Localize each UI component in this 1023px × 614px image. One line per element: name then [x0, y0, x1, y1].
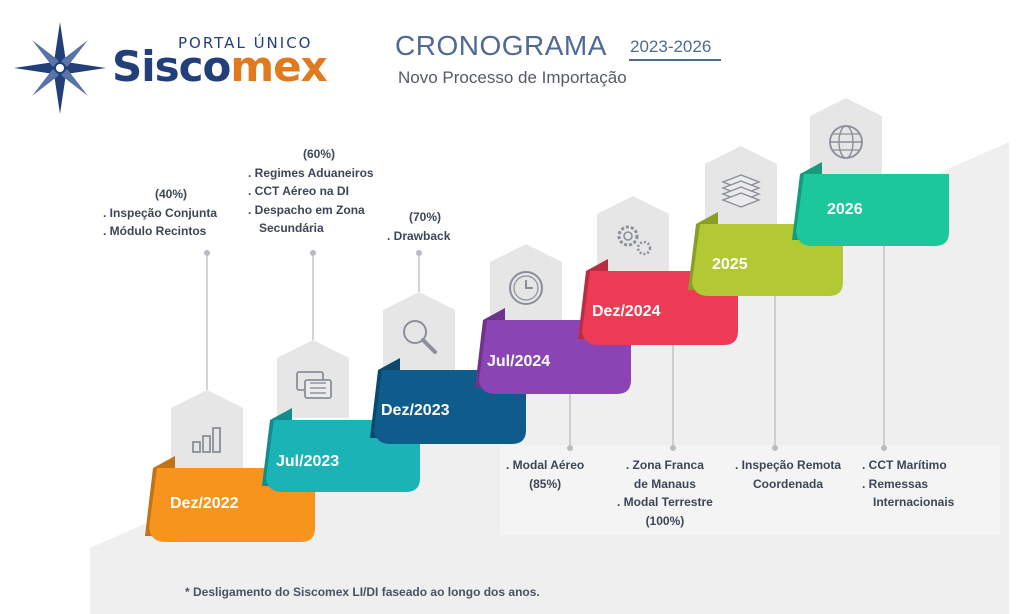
clock-icon — [509, 271, 543, 305]
note-2023b: (70%) . Drawback — [387, 208, 450, 245]
note-2026-line-1: . CCT Marítimo — [862, 458, 947, 472]
note-2022-line-2: . Módulo Recintos — [103, 224, 207, 238]
note-2026: . CCT Marítimo . Remessas Internacionais — [862, 456, 954, 512]
note-2025-line-1: . Inspeção Remota — [735, 458, 842, 472]
step-label-jul-2024: Jul/2024 — [487, 353, 551, 370]
note-2023b-pct: (70%) — [409, 210, 442, 224]
step-label-2025: 2025 — [712, 256, 748, 273]
globe-icon — [829, 125, 863, 159]
note-2024a-line-2: (85%) — [529, 476, 562, 491]
note-2026-line-2: . Remessas — [862, 476, 929, 491]
bar-chart-icon — [192, 427, 221, 453]
page-subtitle: Novo Processo de Importação — [398, 68, 627, 87]
note-2022-line-1: . Inspeção Conjunta — [103, 205, 218, 220]
gears-icon — [617, 225, 652, 256]
connector-dot-6 — [881, 445, 887, 451]
logo-word-part-a: Sisco — [112, 42, 231, 91]
compass-star-icon — [14, 22, 106, 114]
title-years-underline — [629, 59, 721, 61]
note-2023a: (60%) . Regimes Aduaneiros . CCT Aéreo n… — [248, 145, 374, 238]
logo-portal-text: PORTAL ÚNICO — [178, 34, 313, 52]
hex-tile-4 — [597, 196, 669, 274]
step-label-jul-2023: Jul/2023 — [276, 453, 340, 470]
magnifier-icon — [403, 320, 437, 354]
logo-wordmark: Siscomex — [112, 42, 328, 91]
footnote: * Desligamento do Siscomex LI/DI faseado… — [185, 585, 540, 599]
note-2023a-line-4: Secundária — [259, 221, 324, 235]
hex-tile-6 — [810, 98, 882, 176]
step-body-6 — [796, 174, 949, 246]
step-label-dez-2023: Dez/2023 — [381, 402, 450, 419]
note-2026-line-3: Internacionais — [873, 495, 955, 509]
connector-dot-3 — [567, 445, 573, 451]
note-2023b-line-1: . Drawback — [387, 228, 451, 243]
note-2023a-pct: (60%) — [303, 147, 336, 161]
note-2025: . Inspeção Remota Coordenada — [735, 456, 841, 493]
note-2024b-line-3: . Modal Terrestre — [617, 495, 713, 509]
connector-dot-2 — [416, 250, 422, 256]
step-label-dez-2024: Dez/2024 — [592, 303, 661, 320]
hex-tile-2 — [383, 292, 455, 370]
layers-icon — [721, 174, 761, 208]
hex-tile-1 — [277, 340, 349, 418]
logo-word-part-b: mex — [230, 42, 327, 91]
note-2023a-line-2: . CCT Aéreo na DI — [248, 184, 349, 198]
connector-dot-0 — [204, 250, 210, 256]
note-2023a-line-3: . Despacho em Zona — [248, 202, 365, 217]
note-2024b-line-2: de Manaus — [633, 476, 696, 491]
note-2025-line-2: Coordenada — [753, 476, 824, 491]
step-label-dez-2022: Dez/2022 — [170, 495, 239, 512]
timeline-step-6 — [792, 98, 949, 246]
note-2023a-line-1: . Regimes Aduaneiros — [248, 165, 374, 180]
page-title: CRONOGRAMA — [395, 30, 607, 61]
note-2022: (40%) . Inspeção Conjunta . Módulo Recin… — [103, 185, 217, 241]
chat-bubbles-icon — [296, 371, 332, 399]
note-2024b: . Zona Franca de Manaus . Modal Terrestr… — [617, 456, 713, 530]
connector-dot-4 — [670, 445, 676, 451]
note-2024b-line-1: . Zona Franca — [625, 458, 704, 472]
connector-dot-5 — [772, 445, 778, 451]
note-2024a: . Modal Aéreo (85%) — [506, 456, 584, 493]
step-label-2026: 2026 — [827, 201, 863, 218]
hex-tile-0 — [171, 390, 243, 468]
note-2024b-line-4: (100%) — [645, 513, 685, 528]
title-years: 2023-2026 — [630, 37, 712, 56]
note-2024a-line-1: . Modal Aéreo — [506, 458, 585, 472]
connector-dot-1 — [310, 250, 316, 256]
note-2022-pct: (40%) — [155, 187, 188, 201]
